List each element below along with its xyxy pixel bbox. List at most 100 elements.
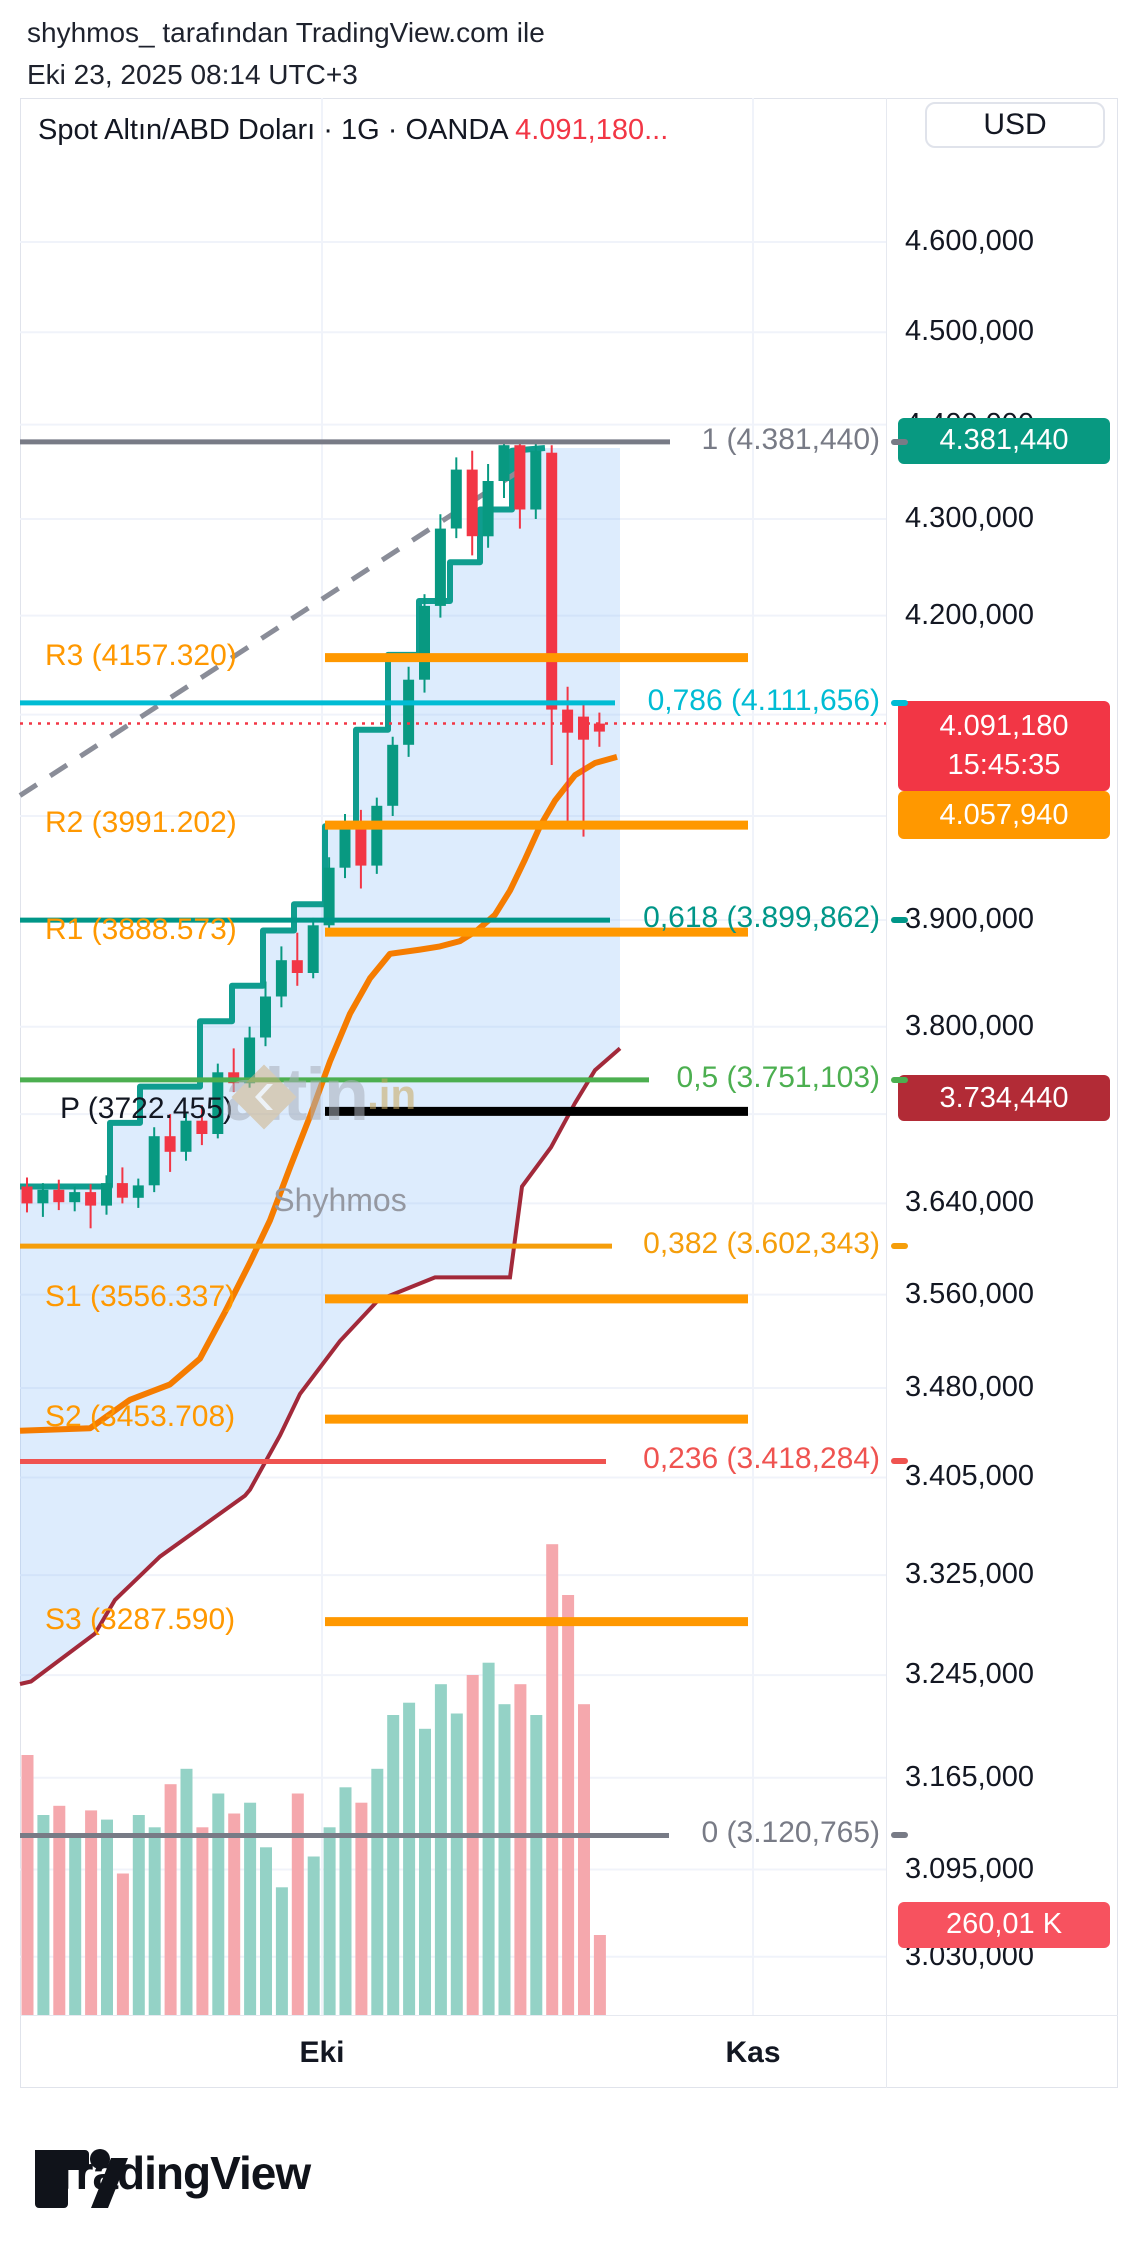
candle	[69, 1192, 80, 1202]
candle	[371, 806, 382, 866]
price-axis-label: 3.640,000	[905, 1186, 1034, 1219]
screenshot-root: shyhmos_ tarafından TradingView.com ile …	[0, 0, 1136, 2260]
pivot-label: S2 (3453.708)	[45, 1400, 235, 1434]
volume-bar	[133, 1815, 145, 2015]
candle	[419, 606, 430, 680]
candle	[403, 680, 414, 745]
altin-diamond-icon	[225, 1058, 303, 1136]
pivot-label: R3 (4157.320)	[45, 639, 237, 673]
candle	[37, 1190, 48, 1204]
candle	[594, 724, 605, 732]
last-price-inline: 4.091,180...	[515, 114, 668, 146]
candle	[355, 824, 366, 865]
pivot-label: S1 (3556.337)	[45, 1280, 235, 1314]
candle	[260, 997, 271, 1038]
candle	[546, 453, 557, 710]
ma-badge: 4.057,940	[898, 791, 1110, 839]
volume-bar	[101, 1820, 113, 2015]
volume-bar	[69, 1834, 81, 2016]
volume-badge: 260,01 K	[898, 1902, 1110, 1948]
volume-bar	[37, 1815, 49, 2015]
volume-bar	[196, 1827, 208, 2015]
volume-bar	[85, 1810, 97, 2015]
cloud-badge: 3.734,440	[898, 1075, 1110, 1121]
fib-axis-tick	[891, 439, 908, 445]
volume-bar	[435, 1684, 447, 2015]
fib-label: 0 (3.120,765)	[702, 1816, 880, 1850]
candle	[101, 1183, 112, 1206]
volume-bar	[451, 1714, 463, 2016]
volume-bar	[530, 1715, 542, 2015]
candle	[467, 470, 478, 537]
candle	[117, 1183, 128, 1198]
candle	[483, 481, 494, 536]
volume-bar	[212, 1794, 224, 2016]
volume-bar	[117, 1874, 129, 2016]
price-axis-label: 4.300,000	[905, 502, 1034, 535]
pivot-label: P (3722.455)	[60, 1092, 233, 1126]
candle	[387, 745, 398, 806]
price-axis-label: 3.560,000	[905, 1278, 1034, 1311]
candle	[133, 1185, 144, 1197]
candle	[451, 470, 462, 529]
fib-axis-tick	[891, 1077, 908, 1083]
volume-bar	[165, 1784, 177, 2015]
fib-label: 0,236 (3.418,284)	[643, 1442, 880, 1476]
volume-bar	[228, 1814, 240, 2016]
tradingview-logo-icon	[33, 2146, 129, 2212]
watermark-username: Shyhmos	[273, 1182, 406, 1219]
chart-title: Spot Altın/ABD Doları · 1G · OANDA 4.091…	[38, 114, 668, 147]
price-axis-label: 4.200,000	[905, 599, 1034, 632]
last-price-badge: 4.091,18015:45:35	[898, 701, 1110, 791]
watermark-logo: altin .in	[225, 1058, 416, 1132]
volume-bar	[578, 1704, 590, 2015]
volume-bar	[371, 1769, 383, 2015]
volume-bar	[181, 1769, 193, 2015]
price-axis-label: 3.900,000	[905, 903, 1034, 936]
fib-axis-tick	[891, 1832, 908, 1838]
fib-label: 0,618 (3.899,862)	[643, 901, 880, 935]
fib-axis-tick	[891, 700, 908, 706]
fib-label: 0,786 (4.111,656)	[648, 684, 880, 718]
fib-axis-tick	[891, 1458, 908, 1464]
price-axis-label: 3.095,000	[905, 1853, 1034, 1886]
volume-bar	[594, 1935, 606, 2015]
candle	[276, 960, 287, 996]
candle	[165, 1136, 176, 1152]
candle	[292, 960, 303, 973]
volume-bar	[149, 1827, 161, 2015]
fib-axis-tick	[891, 917, 908, 923]
fib-label: 0,382 (3.602,343)	[643, 1227, 880, 1261]
fib-high-badge: 4.381,440	[898, 418, 1110, 464]
candle	[22, 1187, 33, 1204]
candle	[514, 445, 525, 509]
price-axis-label: 3.405,000	[905, 1460, 1034, 1493]
volume-bar	[22, 1755, 34, 2015]
candle	[578, 717, 589, 740]
volume-bar	[340, 1787, 352, 2015]
volume-bar	[276, 1887, 288, 2015]
watermark-tld: .in	[367, 1071, 416, 1119]
time-axis-label: Kas	[725, 2036, 780, 2070]
pivot-label: R2 (3991.202)	[45, 806, 237, 840]
volume-bar	[499, 1704, 511, 2015]
volume-bar	[467, 1675, 479, 2015]
currency-button[interactable]: USD	[925, 102, 1105, 148]
price-axis-label: 4.500,000	[905, 315, 1034, 348]
volume-bar	[419, 1729, 431, 2015]
volume-bar	[292, 1794, 304, 2016]
candle	[562, 710, 573, 733]
volume-bar	[546, 1544, 558, 2015]
candle	[85, 1192, 96, 1206]
candle	[308, 925, 319, 973]
volume-bar	[562, 1595, 574, 2015]
volume-bar	[387, 1715, 399, 2015]
candle	[530, 451, 541, 510]
candle	[499, 445, 510, 481]
pivot-label: S3 (3287.590)	[45, 1603, 235, 1637]
price-axis-label: 4.600,000	[905, 225, 1034, 258]
fib-label: 0,5 (3.751,103)	[677, 1061, 880, 1095]
candle	[435, 529, 446, 606]
time-axis-divider	[20, 2015, 1118, 2016]
price-axis-label: 3.800,000	[905, 1010, 1034, 1043]
